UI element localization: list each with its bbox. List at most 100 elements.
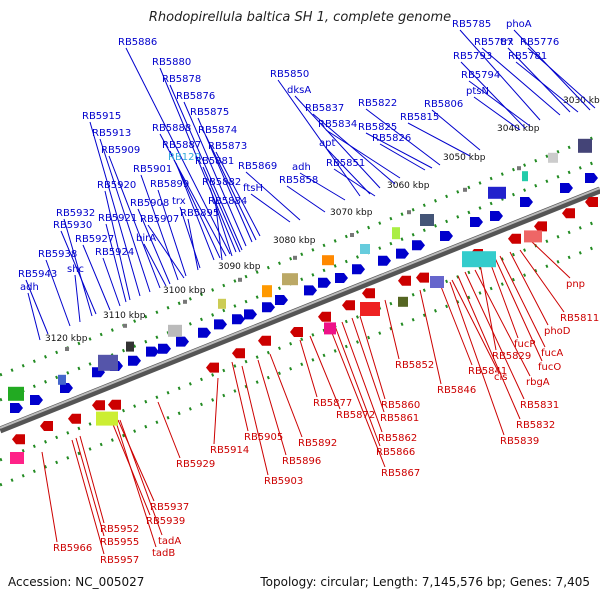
forward-gene-arrow	[318, 277, 331, 288]
reverse-gene-arrow	[416, 272, 429, 283]
forward-gene-label: RB5886	[118, 37, 157, 48]
forward-leader	[102, 257, 121, 307]
track-border-1	[0, 158, 600, 402]
forward-gene-label: RB5901	[133, 164, 172, 175]
reverse-gene-label: phoD	[544, 326, 571, 337]
forward-gene-label: RB5876	[176, 91, 215, 102]
forward-leader	[104, 190, 131, 301]
forward-gene-label: RB5920	[97, 180, 136, 191]
forward-leader	[365, 132, 433, 169]
forward-leader	[299, 172, 346, 201]
forward-gene-arrow	[60, 383, 73, 393]
reverse-leader	[529, 239, 571, 279]
reverse-gene-label: RB5955	[100, 537, 139, 548]
forward-gene-label: RB5909	[101, 145, 140, 156]
forward-gene-label: RB5924	[95, 247, 134, 258]
forward-gene-arrow	[378, 255, 391, 266]
forward-gene-arrow	[244, 309, 257, 320]
reverse-gene-label: RB5914	[210, 445, 249, 456]
reverse-gene-arrow	[108, 399, 121, 410]
forward-gene-label: RB5794	[461, 70, 500, 81]
reverse-gene-label: RB5952	[100, 524, 139, 535]
forward-gene-arrow	[198, 327, 211, 338]
forward-gene-arrow	[304, 285, 317, 296]
forward-leader	[333, 168, 376, 197]
reverse-leader	[79, 435, 105, 524]
forward-gene-label: RB5943	[18, 269, 57, 280]
forward-gene-box	[126, 341, 134, 352]
forward-leader	[175, 162, 215, 261]
reverse-gene-label: RB5866	[376, 447, 415, 458]
forward-gene-arrow	[352, 264, 365, 275]
tick-label: 3050 kbp	[443, 153, 486, 163]
forward-gene-label: RB5793	[453, 51, 492, 62]
forward-leader	[215, 206, 223, 261]
reverse-gene-arrow	[398, 275, 411, 286]
forward-leader	[202, 166, 241, 253]
tick-label: 3100 kbp	[163, 286, 206, 296]
forward-gene-arrow	[262, 302, 275, 313]
forward-leader	[60, 230, 97, 315]
tick-label: 3120 kbp	[45, 334, 88, 344]
forward-leader	[74, 274, 81, 323]
reverse-gene-label: tadB	[152, 548, 175, 559]
reverse-leader	[359, 315, 386, 400]
reverse-leader	[419, 289, 442, 385]
reverse-leader	[231, 361, 249, 432]
reverse-leader	[115, 421, 157, 548]
forward-leader	[169, 84, 243, 251]
reverse-gene-label: RB5829	[492, 351, 531, 362]
forward-gene-label: RB5921	[98, 213, 137, 224]
backbone-highlight	[0, 187, 600, 429]
reverse-leader	[351, 317, 385, 413]
forward-leader	[325, 129, 401, 179]
forward-leader	[157, 189, 187, 277]
forward-gene-label: RB5887	[162, 140, 201, 151]
tick-mark	[350, 233, 354, 237]
tick-mark	[238, 277, 242, 282]
forward-gene-arrow	[396, 248, 409, 259]
topology-summary: Topology: circular; Length: 7,145,576 bp…	[260, 575, 590, 589]
forward-leader	[137, 208, 171, 285]
reverse-gene-box	[10, 452, 24, 464]
reverse-gene-arrow	[258, 335, 271, 346]
reverse-leader	[41, 451, 58, 543]
reverse-gene-arrow	[585, 197, 598, 207]
tick-mark	[517, 166, 521, 171]
label-leader-lines	[25, 29, 596, 555]
backbone-line	[0, 186, 600, 434]
reverse-leader	[241, 365, 269, 476]
forward-gene-arrow	[470, 217, 483, 227]
forward-gene-arrow	[176, 336, 189, 347]
reverse-leader	[329, 327, 386, 468]
forward-gene-label: RB5884	[208, 196, 247, 207]
genome-backbone	[0, 133, 600, 487]
reverse-leader	[449, 281, 505, 436]
reverse-gene-box	[324, 322, 336, 335]
forward-gene-label: adh	[292, 162, 311, 173]
map-title: Rhodopirellula baltica SH 1, complete ge…	[148, 10, 452, 25]
reverse-gene-arrow	[290, 327, 303, 337]
forward-leader	[286, 185, 326, 213]
forward-gene-label: phoA	[506, 19, 532, 30]
forward-leader	[187, 218, 199, 271]
forward-gene-arrow	[232, 314, 245, 325]
forward-gene-box	[262, 285, 272, 298]
forward-leader	[105, 223, 127, 303]
forward-gene-label: RB5882	[202, 177, 241, 188]
reverse-gene-label: RB5831	[520, 400, 559, 411]
forward-leader	[159, 133, 227, 257]
reverse-gene-arrow	[68, 413, 81, 424]
reverse-gene-label: RB5860	[381, 400, 420, 411]
reverse-gene-label: RB5937	[150, 502, 189, 513]
gene-features	[8, 138, 598, 464]
reverse-gene-label: RB5872	[336, 410, 375, 421]
reverse-gene-arrow	[362, 288, 375, 299]
reverse-leader	[269, 353, 303, 438]
reverse-gene-label: cls	[494, 372, 508, 383]
reverse-gene-arrow	[92, 400, 105, 411]
forward-gene-label: adh	[20, 282, 39, 293]
reverse-leader	[479, 263, 497, 351]
forward-gene-arrow	[520, 197, 533, 207]
reverse-leader	[474, 269, 531, 377]
